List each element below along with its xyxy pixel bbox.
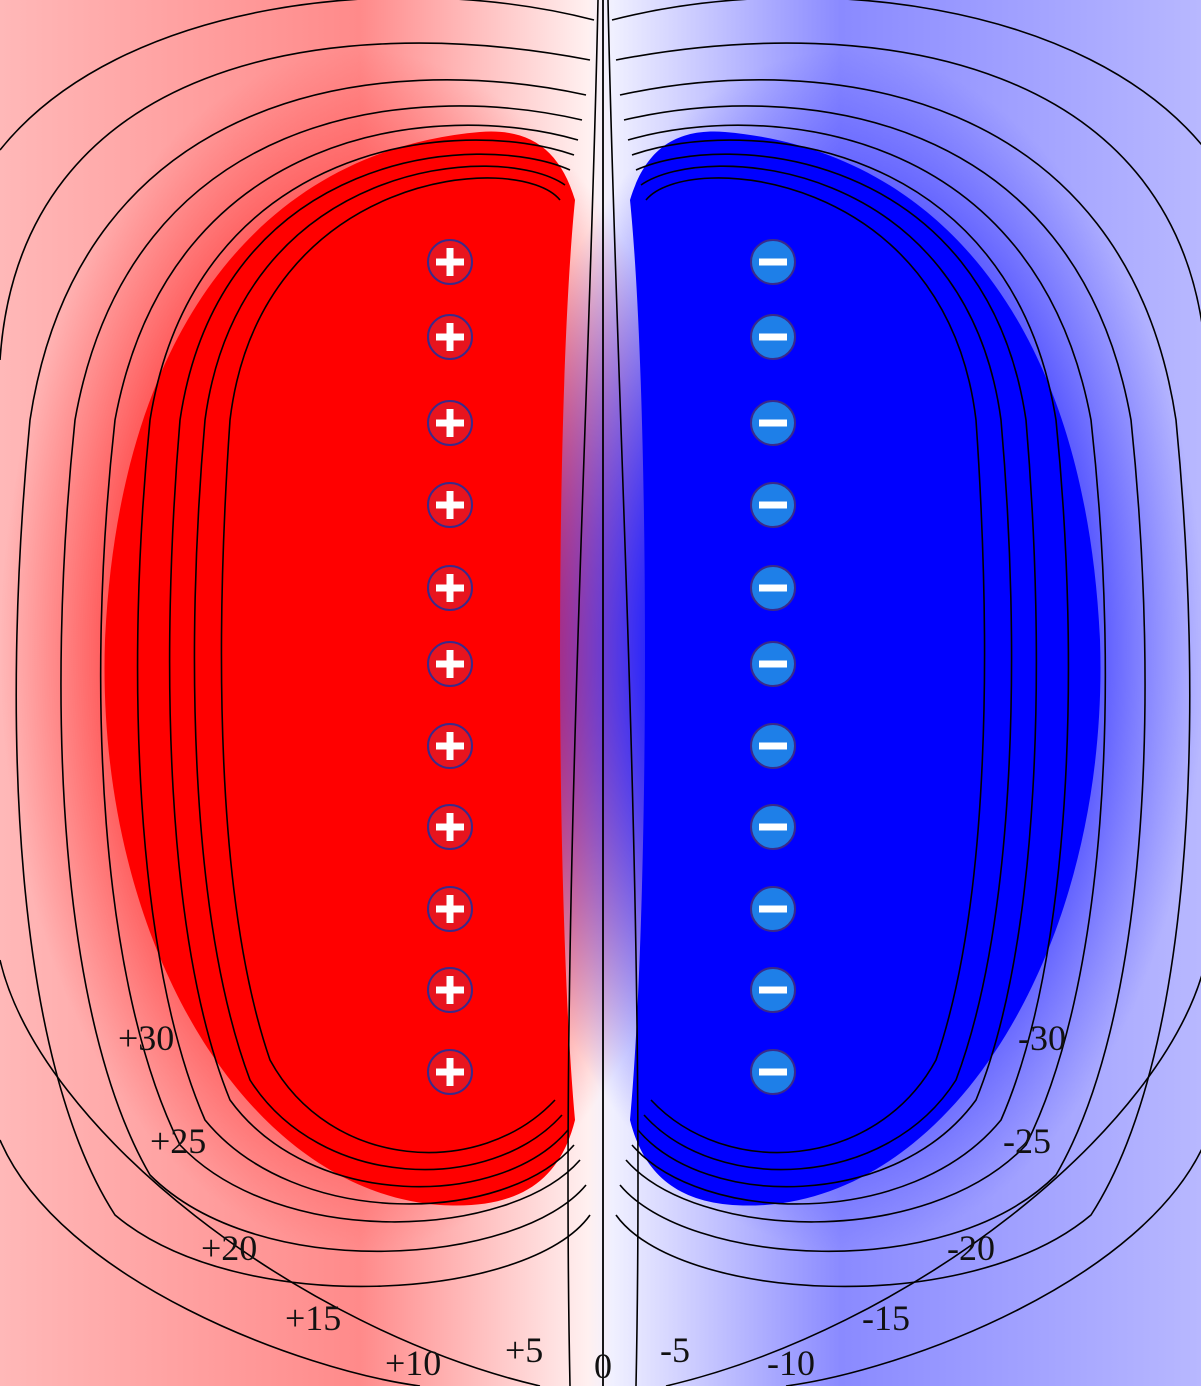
plus-charge-icon-stem [446, 574, 454, 602]
equipotential-line [168, 153, 571, 1188]
negative-core-region [630, 131, 1101, 1206]
contour-label: -30 [1018, 1018, 1066, 1058]
plus-charge-icon [427, 482, 473, 528]
plus-charge-icon-stem [446, 895, 454, 923]
contour-label: +20 [201, 1228, 257, 1268]
contour-label: +15 [285, 1298, 341, 1338]
equipotential-line [0, 0, 595, 151]
contour-label: +30 [118, 1018, 174, 1058]
minus-charge-icon [750, 723, 796, 769]
equipotential-line [631, 139, 1070, 1205]
negative-contour-labels: -5 -10 -15 -20 -25 -30 [660, 1018, 1066, 1383]
equipotential-line [635, 153, 1038, 1188]
negative-equipotential-lines [607, 0, 1201, 1386]
equipotential-line [0, 959, 541, 1386]
minus-charge-icon [750, 967, 796, 1013]
minus-charge-icon [750, 565, 796, 611]
contour-label: +5 [505, 1330, 543, 1370]
minus-charge-icon-bar [759, 905, 787, 913]
plus-charge-icon [427, 239, 473, 285]
contour-label: -20 [947, 1228, 995, 1268]
equipotential-line [99, 124, 581, 1223]
contour-label: +25 [150, 1121, 206, 1161]
equipotential-line [615, 79, 1191, 1288]
equipotential-line [136, 139, 575, 1205]
positive-charges [427, 239, 473, 1095]
plus-charge-icon-stem [446, 1058, 454, 1086]
plus-charge-icon-stem [446, 976, 454, 1004]
minus-charge-icon-bar [759, 584, 787, 592]
plus-charge-icon-stem [446, 813, 454, 841]
negative-charges [750, 239, 796, 1095]
equipotential-line [0, 42, 591, 361]
contour-label-zero: 0 [594, 1346, 612, 1386]
minus-charge-icon-bar [759, 660, 787, 668]
equipotential-line [193, 165, 566, 1171]
minus-charge-icon-bar [759, 501, 787, 509]
plus-charge-icon [427, 565, 473, 611]
equipotential-line [645, 177, 986, 1154]
minus-charge-icon-bar [759, 258, 787, 266]
minus-charge-icon [750, 239, 796, 285]
minus-charge-icon-bar [759, 742, 787, 750]
equipotential-line [567, 0, 599, 1386]
plus-charge-icon-stem [446, 409, 454, 437]
plus-charge-icon-stem [446, 491, 454, 519]
equipotential-line [220, 177, 561, 1154]
equipotential-line [611, 0, 1201, 146]
contour-label: -15 [862, 1298, 910, 1338]
contour-label: -25 [1003, 1121, 1051, 1161]
contour-label: +10 [385, 1343, 441, 1383]
minus-charge-icon [750, 482, 796, 528]
minus-charge-icon-bar [759, 823, 787, 831]
equipotential-line [60, 105, 587, 1253]
minus-charge-icon-bar [759, 986, 787, 994]
minus-charge-icon [750, 804, 796, 850]
plus-charge-icon [427, 804, 473, 850]
equipotential-line [619, 105, 1146, 1253]
equipotential-line [15, 79, 591, 1288]
plus-charge-icon [427, 886, 473, 932]
minus-charge-icon [750, 400, 796, 446]
minus-charge-icon [750, 641, 796, 687]
plus-charge-icon [427, 314, 473, 360]
contour-label: -10 [767, 1343, 815, 1383]
plus-charge-icon-stem [446, 323, 454, 351]
minus-charge-icon-bar [759, 419, 787, 427]
minus-charge-icon [750, 314, 796, 360]
plus-charge-icon-stem [446, 650, 454, 678]
minus-charge-icon [750, 1049, 796, 1095]
equipotential-line [640, 165, 1013, 1171]
minus-charge-icon-bar [759, 333, 787, 341]
plus-charge-icon [427, 400, 473, 446]
plus-charge-icon-stem [446, 732, 454, 760]
equipotential-line [0, 1139, 421, 1386]
minus-charge-icon [750, 886, 796, 932]
positive-contour-labels: +30 +25 +20 +15 +10 +5 [118, 1018, 543, 1383]
equipotential-line [607, 0, 639, 1386]
plus-charge-icon [427, 1049, 473, 1095]
equipotential-line [615, 42, 1201, 324]
equipotential-line [665, 974, 1201, 1386]
plus-charge-icon [427, 967, 473, 1013]
positive-equipotential-lines [0, 0, 599, 1386]
equipotential-line [625, 124, 1107, 1223]
plus-charge-icon [427, 723, 473, 769]
plus-charge-icon-stem [446, 248, 454, 276]
equipotential-line [785, 1148, 1201, 1386]
positive-core-region [104, 131, 575, 1206]
plus-charge-icon [427, 641, 473, 687]
minus-charge-icon-bar [759, 1068, 787, 1076]
contour-label: -5 [660, 1330, 690, 1370]
